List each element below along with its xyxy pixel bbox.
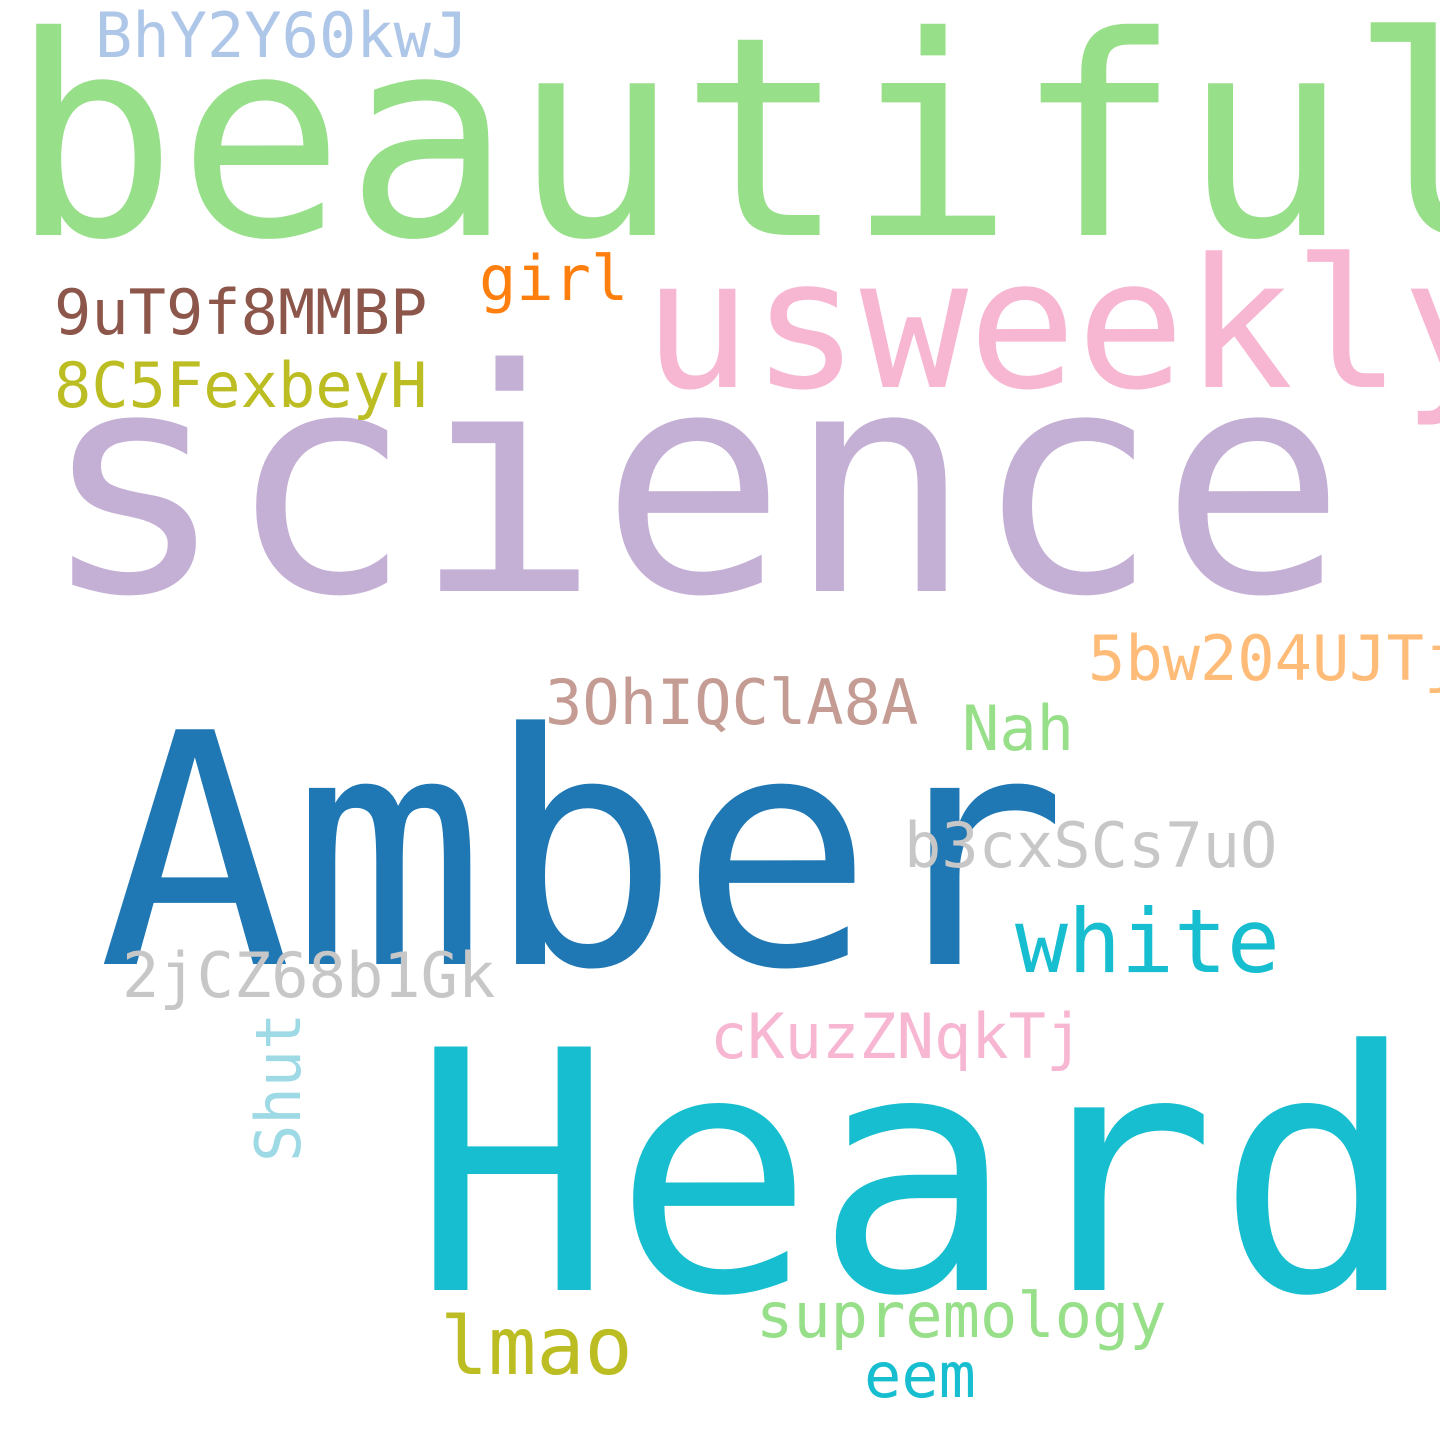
word-heard: Heard — [412, 980, 1418, 1369]
word-science: science — [40, 304, 1347, 665]
word-shut: Shut — [242, 1012, 315, 1162]
word-2jcz68b1gk: 2jCZ68b1Gk — [122, 939, 496, 1012]
word-white: white — [1015, 890, 1280, 993]
word-supremology: supremology — [756, 1279, 1167, 1352]
word-8c5fexbeyh: 8C5FexbeyH — [54, 349, 428, 422]
word-eem: eem — [864, 1339, 976, 1412]
word-beautiful: beautiful — [10, 0, 1440, 301]
word-girl: girl — [479, 242, 629, 315]
word-nah: Nah — [962, 692, 1074, 765]
word-usweekly: usweekly — [643, 221, 1440, 430]
word-amber: Amber — [98, 665, 1068, 1040]
word-3ohiqcla8a: 3OhIQClA8A — [545, 666, 919, 739]
word-b3cxscs7uo: b3cxSCs7uO — [904, 809, 1278, 882]
word-ckuzznqktj: cKuzZNqkTj — [710, 1000, 1084, 1073]
word-9ut9f8mmbp: 9uT9f8MMBP — [54, 276, 428, 349]
word-lmao: lmao — [440, 1300, 633, 1393]
word-bhy2y60kwj: BhY2Y60kwJ — [95, 0, 469, 72]
word-5bw204ujtj: 5bw204UJTj — [1088, 622, 1440, 695]
